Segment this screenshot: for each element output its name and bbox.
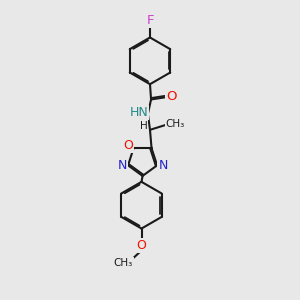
Text: O: O [136,239,146,253]
Text: H: H [140,121,148,131]
Text: O: O [123,139,133,152]
Text: F: F [146,14,154,27]
Text: N: N [158,159,168,172]
Text: HN: HN [130,106,148,119]
Text: CH₃: CH₃ [114,258,133,268]
Text: CH₃: CH₃ [165,119,185,129]
Text: N: N [117,159,127,172]
Text: O: O [166,90,176,103]
